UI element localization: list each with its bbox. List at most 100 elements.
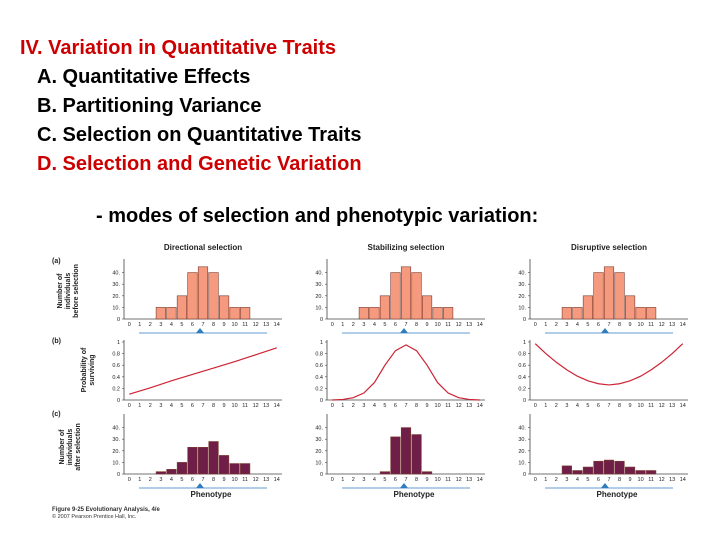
outline-item-c: C. Selection on Quantitative Traits — [37, 124, 362, 146]
x-tick-label: 10 — [435, 322, 441, 328]
bar — [155, 307, 166, 320]
y-tick-label: 10. — [518, 460, 526, 466]
x-tick-label: 8 — [415, 322, 418, 328]
bar — [624, 466, 636, 475]
x-tick-label: 5 — [180, 322, 183, 328]
x-tick-label: 8 — [415, 403, 418, 409]
x-tick-label: 13 — [263, 322, 269, 328]
y-tick-label: 0.8 — [112, 352, 120, 358]
y-tick-label: 40. — [112, 426, 120, 432]
y-tick-label: 0 — [523, 398, 526, 404]
x-tick-label: 7 — [201, 403, 204, 409]
y-tick-label: 0.8 — [518, 352, 526, 358]
outline-item-a: A. Quantitative Effects — [37, 66, 251, 88]
bar — [646, 307, 657, 320]
x-tick-label: 11 — [648, 403, 654, 409]
x-tick-label: 8 — [212, 322, 215, 328]
bar — [603, 459, 615, 475]
bar — [390, 436, 401, 475]
x-tick-label: 10 — [638, 477, 644, 483]
y-tick-label: 0 — [320, 472, 323, 478]
bar — [582, 466, 594, 475]
x-tick-label: 4 — [576, 477, 579, 483]
y-tick-label: 20. — [518, 294, 526, 300]
x-tick-label: 1 — [544, 403, 547, 409]
mean-marker — [196, 328, 204, 333]
x-tick-label: 4 — [373, 477, 376, 483]
x-tick-label: 10 — [232, 403, 238, 409]
x-tick-label: 0 — [331, 403, 334, 409]
x-tick-label: 4 — [170, 403, 173, 409]
x-tick-label: 10 — [232, 322, 238, 328]
x-tick-label: 9 — [629, 403, 632, 409]
x-tick-label: 12 — [253, 477, 259, 483]
x-tick-label: 13 — [263, 403, 269, 409]
x-tick-label: 2 — [555, 477, 558, 483]
x-tick-label: 12 — [659, 477, 665, 483]
x-tick-label: 0 — [128, 477, 131, 483]
y-tick-label: 40. — [112, 271, 120, 277]
mean-marker — [196, 483, 204, 488]
x-tick-label: 12 — [456, 322, 462, 328]
panel-c-1: 010.20.30.40.0 1 2 3 4 5 6 7 8 9 10 11 12 13 14Phenoty… — [112, 414, 282, 499]
x-tick-label: 9 — [426, 403, 429, 409]
x-tick-label: 10 — [435, 403, 441, 409]
y-tick-label: 0 — [117, 398, 120, 404]
x-tick-label: 1 — [341, 322, 344, 328]
x-tick-label: 3 — [565, 477, 568, 483]
bar — [582, 295, 594, 320]
x-tick-label: 12 — [659, 322, 665, 328]
x-tick-label: 14 — [680, 403, 686, 409]
y-tick-label: 0 — [523, 317, 526, 323]
y-tick-label: 20. — [112, 294, 120, 300]
x-tick-label: 9 — [223, 322, 226, 328]
x-tick-label: 4 — [170, 322, 173, 328]
x-tick-label: 6 — [597, 477, 600, 483]
x-tick-label: 8 — [212, 403, 215, 409]
bar — [379, 471, 390, 475]
y-tick-label: 10. — [518, 305, 526, 311]
x-axis-label: Phenotype — [394, 490, 435, 499]
y-tick-label: 0.4 — [518, 375, 526, 381]
x-tick-label: 2 — [149, 403, 152, 409]
x-tick-label: 1 — [341, 403, 344, 409]
subtitle: - modes of selection and phenotypic vari… — [96, 205, 539, 227]
x-tick-label: 1 — [138, 322, 141, 328]
x-tick-label: 7 — [404, 403, 407, 409]
bar — [614, 460, 625, 475]
x-axis-label: Phenotype — [191, 490, 232, 499]
bar — [369, 307, 380, 320]
x-tick-label: 7 — [607, 322, 610, 328]
bar — [561, 465, 572, 475]
mean-marker — [400, 328, 408, 333]
bar — [400, 427, 412, 475]
row-label-c: (c) — [52, 411, 61, 418]
x-tick-label: 5 — [586, 477, 589, 483]
x-tick-label: 1 — [544, 322, 547, 328]
ylabel-c-line2: individuals — [67, 429, 74, 466]
x-tick-label: 13 — [466, 322, 472, 328]
x-tick-label: 12 — [659, 403, 665, 409]
x-tick-label: 2 — [352, 403, 355, 409]
row-label-a: (a) — [52, 258, 61, 265]
x-tick-label: 11 — [445, 322, 451, 328]
x-tick-label: 2 — [555, 322, 558, 328]
bar — [561, 307, 572, 320]
y-tick-label: 0.4 — [315, 375, 323, 381]
x-tick-label: 2 — [352, 322, 355, 328]
ylabel-a-line2: individuals — [65, 273, 72, 310]
panel-b-2: 00.20.40.60.810 1 2 3 4 5 6 7 8 9 10 11 12 13 14 — [315, 340, 485, 409]
x-tick-label: 13 — [669, 477, 675, 483]
y-tick-label: 40. — [315, 271, 323, 277]
bar — [603, 266, 615, 320]
x-tick-label: 13 — [669, 403, 675, 409]
bar — [432, 307, 443, 320]
x-tick-label: 9 — [629, 477, 632, 483]
bar — [421, 295, 433, 320]
y-tick-label: 20. — [315, 449, 323, 455]
x-tick-label: 7 — [404, 322, 407, 328]
y-tick-label: 1 — [523, 340, 526, 346]
bar — [229, 307, 240, 320]
